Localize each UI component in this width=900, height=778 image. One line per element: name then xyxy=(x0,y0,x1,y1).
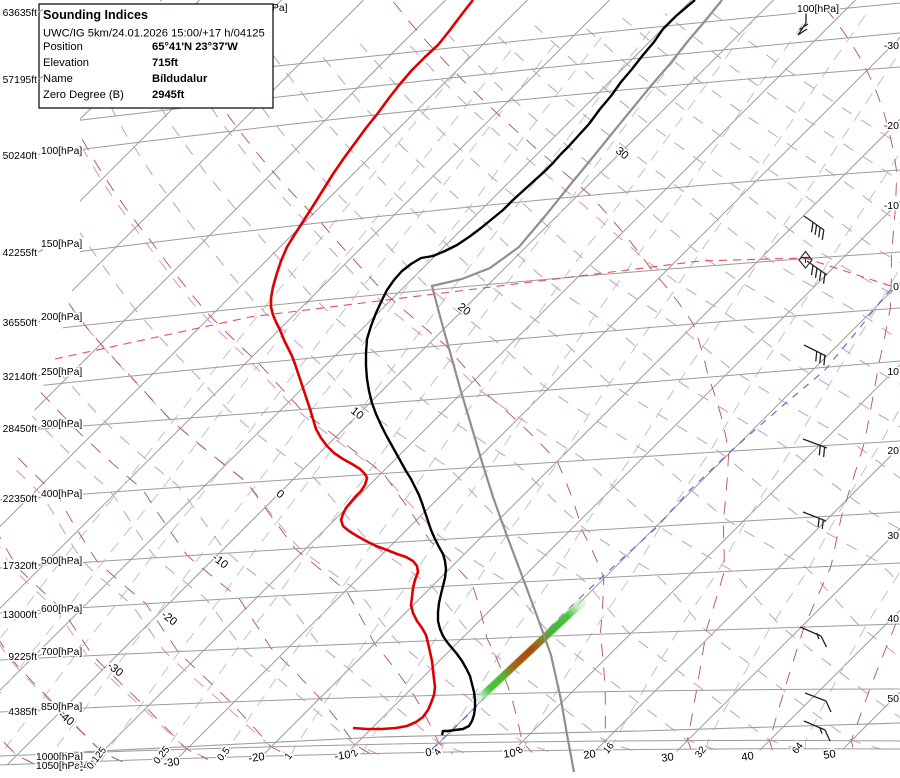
svg-text:2945ft: 2945ft xyxy=(152,89,185,101)
svg-text:65°41'N 23°37'W: 65°41'N 23°37'W xyxy=(152,41,238,53)
svg-text:100[hPa]: 100[hPa] xyxy=(797,3,839,15)
svg-text:Position: Position xyxy=(43,41,83,53)
svg-text:57195ft: 57195ft xyxy=(3,75,37,86)
svg-text:32140ft: 32140ft xyxy=(3,372,37,383)
svg-text:700[hPa]: 700[hPa] xyxy=(41,647,82,658)
svg-text:300[hPa]: 300[hPa] xyxy=(41,419,82,430)
svg-text:150[hPa]: 150[hPa] xyxy=(41,239,82,250)
svg-text:-30: -30 xyxy=(884,40,899,52)
svg-text:20: 20 xyxy=(583,748,597,762)
svg-text:1050[hPa]: 1050[hPa] xyxy=(36,761,83,772)
svg-text:0: 0 xyxy=(893,281,899,293)
svg-text:40: 40 xyxy=(741,750,755,764)
svg-text:50: 50 xyxy=(823,748,837,762)
svg-text:22350ft: 22350ft xyxy=(3,494,37,505)
svg-text:-40: -40 xyxy=(79,759,97,773)
svg-text:Name: Name xyxy=(43,73,73,85)
svg-text:4385ft: 4385ft xyxy=(8,707,37,718)
svg-text:-10: -10 xyxy=(884,200,899,212)
svg-text:40: 40 xyxy=(887,613,899,625)
svg-text:600[hPa]: 600[hPa] xyxy=(41,604,82,615)
svg-text:17320ft: 17320ft xyxy=(3,561,37,572)
svg-text:9225ft: 9225ft xyxy=(8,652,37,663)
svg-text:50240ft: 50240ft xyxy=(3,151,37,162)
svg-text:Sounding Indices: Sounding Indices xyxy=(43,8,148,22)
svg-text:500[hPa]: 500[hPa] xyxy=(41,556,82,567)
svg-text:-20: -20 xyxy=(884,120,899,132)
svg-text:42255ft: 42255ft xyxy=(3,248,37,259)
svg-text:-20: -20 xyxy=(248,751,266,765)
svg-text:20: 20 xyxy=(887,445,899,457)
svg-text:10: 10 xyxy=(887,366,899,378)
svg-text:Elevation: Elevation xyxy=(43,57,89,69)
svg-text:1000[hPa]: 1000[hPa] xyxy=(36,752,83,763)
svg-text:30: 30 xyxy=(887,530,899,542)
svg-text:36550ft: 36550ft xyxy=(3,318,37,329)
svg-text:-10: -10 xyxy=(334,749,352,763)
svg-text:28450ft: 28450ft xyxy=(3,424,37,435)
svg-text:30: 30 xyxy=(661,751,675,765)
svg-text:100[hPa]: 100[hPa] xyxy=(41,146,82,157)
svg-text:Bíldudalur: Bíldudalur xyxy=(152,73,208,85)
svg-text:850[hPa]: 850[hPa] xyxy=(41,702,82,713)
svg-text:715ft: 715ft xyxy=(152,57,178,69)
svg-text:400[hPa]: 400[hPa] xyxy=(41,489,82,500)
svg-text:63635ft: 63635ft xyxy=(3,8,37,19)
svg-text:Zero Degree (B): Zero Degree (B) xyxy=(43,89,124,101)
svg-text:200[hPa]: 200[hPa] xyxy=(41,312,82,323)
svg-text:50: 50 xyxy=(887,693,899,705)
svg-text:-30: -30 xyxy=(163,756,181,770)
svg-text:10: 10 xyxy=(503,747,517,761)
svg-text:250[hPa]: 250[hPa] xyxy=(41,367,82,378)
svg-text:0: 0 xyxy=(425,747,433,760)
svg-text:UWC/IG 5km/24.01.2026 15:00/+1: UWC/IG 5km/24.01.2026 15:00/+17 h/04125 xyxy=(43,28,265,40)
svg-text:13000ft: 13000ft xyxy=(3,610,37,621)
